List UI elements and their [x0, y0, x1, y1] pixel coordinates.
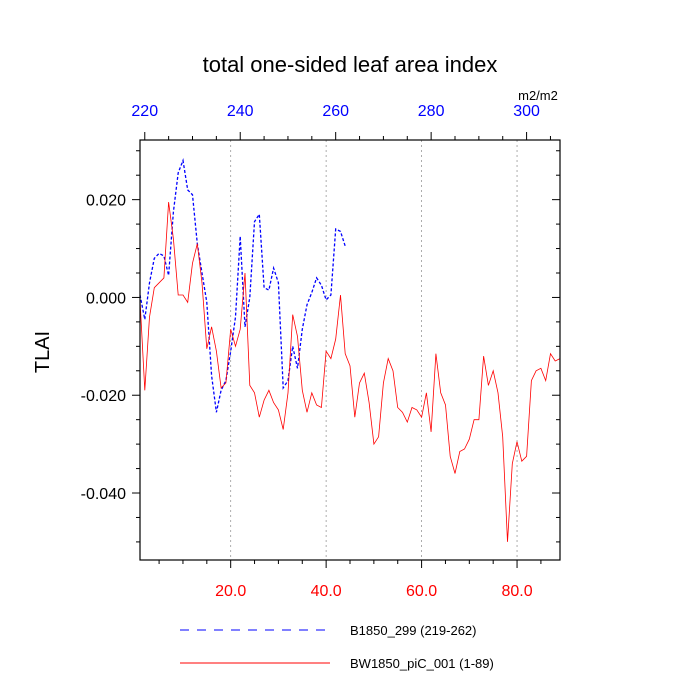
series-line-bw1850	[139, 202, 561, 542]
y-tick-label: 0.000	[86, 290, 126, 307]
axes: 20.0 40.0 60.0 80.0 220 240 260 280 300 0.020 0.00…	[81, 103, 561, 600]
series-line-b1850	[139, 158, 346, 413]
bottom-tick-label: 40.0	[311, 583, 342, 600]
bottom-tick-label: 80.0	[501, 583, 532, 600]
top-tick-label: 260	[322, 103, 349, 120]
bottom-tick-label: 20.0	[215, 583, 246, 600]
chart-title: total one-sided leaf area index	[203, 52, 498, 77]
plot-frame	[139, 139, 561, 561]
top-tick-label: 220	[131, 103, 158, 120]
series-lines	[139, 158, 561, 542]
y-tick-label: 0.020	[86, 193, 126, 210]
bottom-tick-label: 60.0	[406, 583, 437, 600]
units-label: m2/m2	[518, 88, 558, 103]
grid	[230, 140, 518, 560]
top-tick-label: 240	[227, 103, 254, 120]
top-tick-label: 300	[513, 103, 540, 120]
top-tick-label: 280	[418, 103, 445, 120]
legend-label: B1850_299 (219-262)	[350, 623, 477, 638]
legend-label: BW1850_piC_001 (1-89)	[350, 656, 494, 671]
legend: B1850_299 (219-262) BW1850_piC_001 (1-89)	[180, 623, 494, 671]
y-tick-label: -0.020	[81, 388, 126, 405]
y-tick-label: -0.040	[81, 486, 126, 503]
y-axis-label: TLAI	[32, 331, 54, 373]
